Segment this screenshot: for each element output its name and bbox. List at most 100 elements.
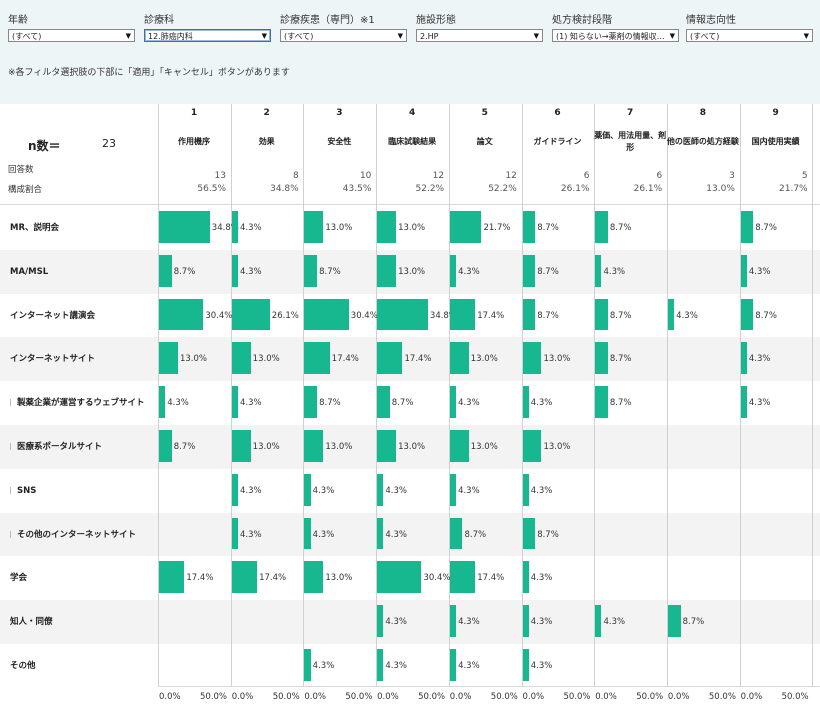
bar xyxy=(377,561,422,594)
column-header: ガイドライン xyxy=(533,137,582,146)
chevron-down-icon: ▼ xyxy=(533,32,539,40)
bar xyxy=(159,561,185,594)
column-divider xyxy=(158,104,159,686)
data-label: 17.4% xyxy=(259,573,287,584)
bar xyxy=(304,473,311,506)
data-label: 17.4% xyxy=(477,310,505,321)
bar xyxy=(449,430,469,462)
bar xyxy=(522,561,529,594)
data-label: 8.7% xyxy=(537,529,559,540)
bar xyxy=(522,298,536,331)
data-label: 30.4% xyxy=(423,573,451,584)
bar xyxy=(231,430,251,462)
axis-tick-label: 0.0% xyxy=(304,692,326,702)
filter-dropdown[interactable]: 2.HP ▼ xyxy=(416,29,543,42)
filter-value: 12.肺癌内科 xyxy=(148,32,193,41)
row-indent-marker xyxy=(10,399,11,407)
row-label: MA/MSL xyxy=(10,265,160,279)
filter-value: 2.HP xyxy=(420,32,439,41)
column-header: 他の医師の処方経験 xyxy=(666,137,739,146)
row-label-text: インターネットサイト xyxy=(10,354,96,365)
axis-tick-label: 50.0% xyxy=(418,692,446,702)
axis-tick-label: 50.0% xyxy=(708,692,736,702)
column-divider xyxy=(739,104,741,686)
count-value: 10 xyxy=(359,171,372,181)
row-label: 学会 xyxy=(10,571,160,585)
filter-note: ※各フィルタ選択肢の下部に「適用」「キャンセル」ボタンがあります xyxy=(8,68,290,78)
bar xyxy=(449,211,482,243)
row-label-text: 知人・同僚 xyxy=(10,617,53,628)
data-label: 8.7% xyxy=(755,310,777,321)
filter-label: 年齢 xyxy=(8,15,28,26)
bar xyxy=(667,605,681,637)
row-band xyxy=(0,337,820,382)
bar xyxy=(449,254,457,287)
data-label: 4.3% xyxy=(312,485,335,496)
data-label: 4.3% xyxy=(458,266,480,277)
count-value: 6 xyxy=(656,171,663,181)
column-divider xyxy=(812,104,814,686)
data-label: 8.7% xyxy=(319,266,341,277)
bar xyxy=(304,342,330,375)
filter-value: (すべて) xyxy=(690,32,720,41)
chevron-down-icon: ▼ xyxy=(125,32,131,40)
bar xyxy=(231,254,238,287)
count-value: 3 xyxy=(729,171,735,181)
data-label: 13.0% xyxy=(398,222,426,233)
filter-dropdown[interactable]: 12.肺癌内科 ▼ xyxy=(144,29,271,42)
filter-dropdown[interactable]: (すべて) ▼ xyxy=(686,29,813,42)
bar xyxy=(449,649,457,681)
bar xyxy=(231,342,251,375)
bar xyxy=(304,298,349,331)
row-band xyxy=(0,425,820,469)
column-divider xyxy=(303,104,305,686)
axis-tick-label: 50.0% xyxy=(563,692,591,702)
column-number: 3 xyxy=(336,108,343,118)
bar xyxy=(522,342,542,375)
row-indent-marker xyxy=(10,530,11,538)
data-label: 34.8% xyxy=(211,222,239,233)
bar xyxy=(595,298,608,331)
column-number: 2 xyxy=(263,108,270,118)
row-label-text: 製薬企業が運営するウェブサイト xyxy=(17,398,145,409)
ratio-value: 26.1% xyxy=(633,184,663,194)
row-indent-marker xyxy=(10,442,11,450)
n-value: 23 xyxy=(102,137,116,150)
filter-dropdown[interactable]: (1) 知らない→薬剤の情報収… ▼ xyxy=(552,29,679,42)
bar xyxy=(740,386,747,418)
column-header: 作用機序 xyxy=(178,137,210,146)
column-number: 8 xyxy=(699,108,707,118)
filter-dropdown[interactable]: (すべて) ▼ xyxy=(8,29,135,42)
bar xyxy=(449,517,463,550)
row-label: 医療系ポータルサイト xyxy=(10,440,160,454)
row-band xyxy=(0,249,820,294)
axis-tick-label: 0.0% xyxy=(231,692,254,702)
bar xyxy=(377,649,384,681)
axis-tick-label: 50.0% xyxy=(345,692,373,702)
filter-dropdown[interactable]: (すべて) ▼ xyxy=(280,29,407,42)
column-number: 1 xyxy=(190,108,198,118)
filter-label: 処方検討段階 xyxy=(552,15,612,26)
data-label: 17.4% xyxy=(477,573,505,584)
bar xyxy=(231,473,238,506)
row-label-text: 医療系ポータルサイト xyxy=(17,441,103,452)
bar xyxy=(740,298,754,331)
chevron-down-icon: ▼ xyxy=(261,32,267,40)
axis-tick-label: 50.0% xyxy=(200,692,228,702)
bar xyxy=(449,298,476,331)
bar xyxy=(449,561,476,594)
data-label: 4.3% xyxy=(748,266,771,277)
data-label: 13.0% xyxy=(252,354,280,365)
data-label: 8.7% xyxy=(682,617,705,628)
row-label-text: その他 xyxy=(10,660,36,671)
data-label: 4.3% xyxy=(239,398,262,409)
column-number: 5 xyxy=(481,108,488,118)
bar xyxy=(304,649,311,681)
data-label: 13.0% xyxy=(543,441,571,452)
data-label: 8.7% xyxy=(609,310,632,321)
row-label-text: MR、説明会 xyxy=(10,222,60,233)
ratio-value: 21.7% xyxy=(779,184,808,194)
bar xyxy=(304,211,324,243)
chevron-down-icon: ▼ xyxy=(397,32,403,40)
bar xyxy=(522,211,536,243)
